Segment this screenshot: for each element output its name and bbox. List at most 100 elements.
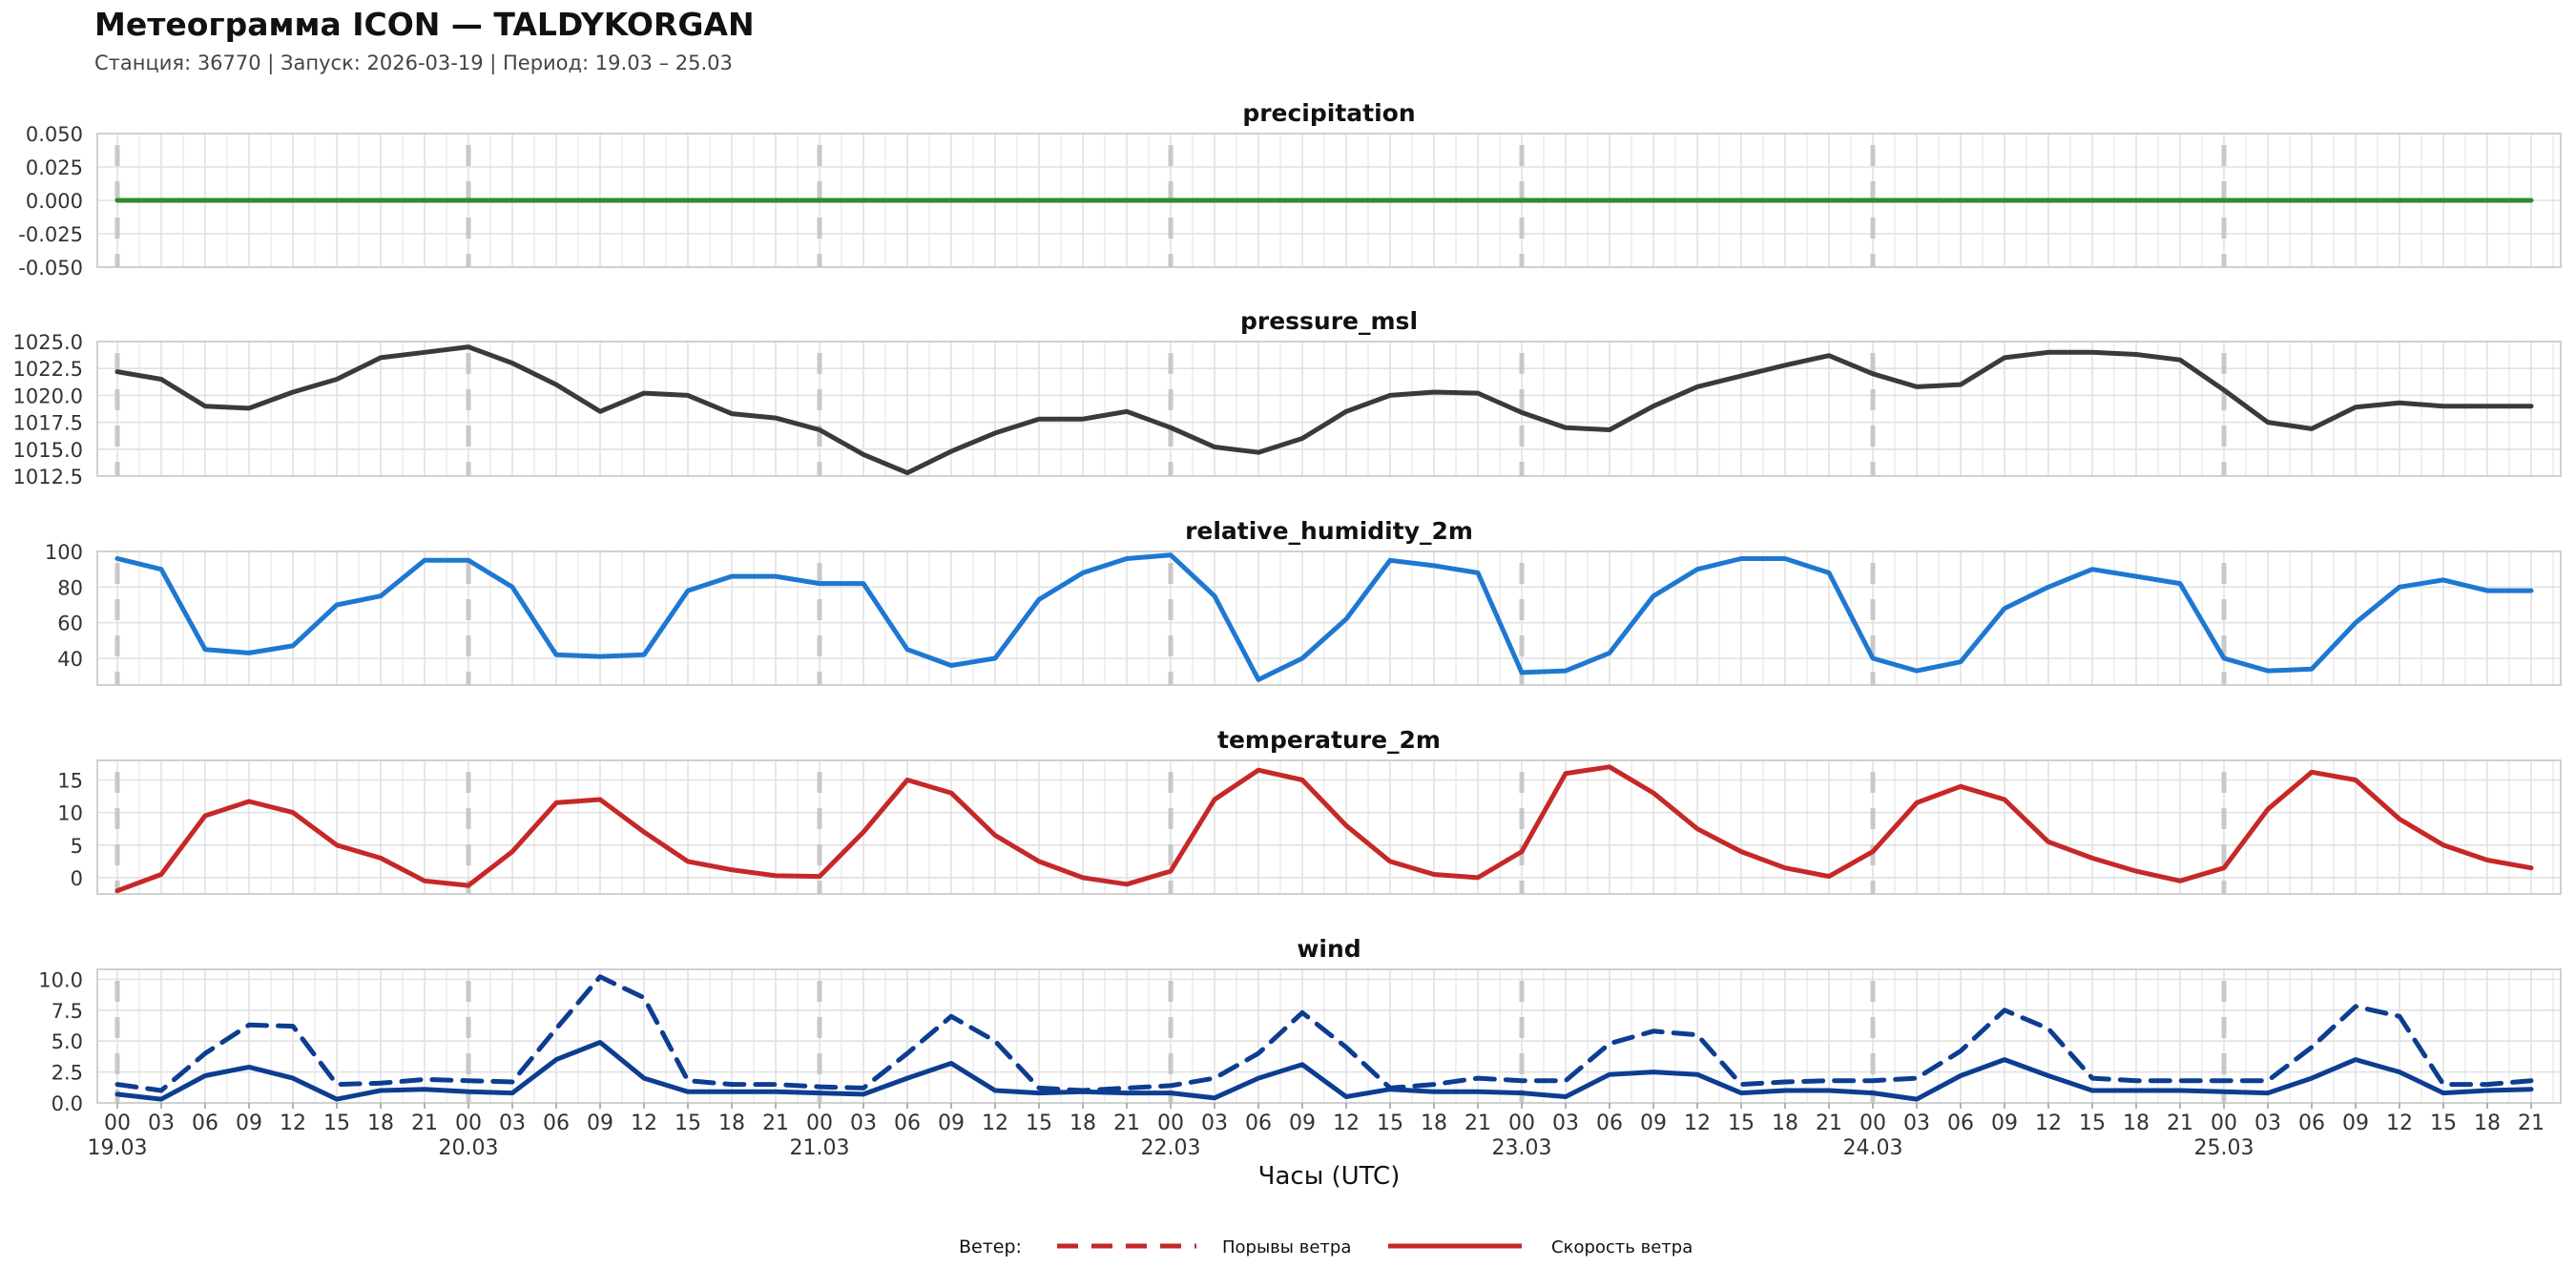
y-tick-label: 15 — [57, 769, 83, 792]
panel-title-temperature_2m: temperature_2m — [1217, 726, 1441, 754]
series-line-pressure_msl — [114, 344, 2534, 476]
y-tick-label: 5 — [71, 835, 83, 858]
x-tick-label: 18 — [367, 1111, 394, 1135]
y-tick-label: 10.0 — [38, 968, 83, 991]
x-date-label: 21.03 — [790, 1136, 850, 1160]
x-tick-label: 12 — [1684, 1111, 1711, 1135]
y-tick-label: 1017.5 — [13, 412, 83, 435]
x-tick-label: 21 — [411, 1111, 438, 1135]
x-tick-label: 00 — [1508, 1111, 1535, 1135]
x-date-label: 24.03 — [1843, 1136, 1903, 1160]
y-tick-label: -0.050 — [18, 257, 83, 280]
y-tick-label: 40 — [57, 648, 83, 671]
x-date-label: 25.03 — [2194, 1136, 2254, 1160]
y-tick-label: 0 — [71, 867, 83, 890]
x-tick-label: 09 — [1640, 1111, 1667, 1135]
x-tick-label: 06 — [1596, 1111, 1623, 1135]
x-tick-label: 03 — [148, 1111, 175, 1135]
y-tick-label: 0.0 — [52, 1092, 83, 1115]
panel-title-relative_humidity_2m: relative_humidity_2m — [1185, 517, 1473, 545]
y-tick-label: 100 — [45, 541, 83, 564]
panel-title-pressure_msl: pressure_msl — [1240, 307, 1418, 335]
x-tick-label: 09 — [236, 1111, 262, 1135]
x-tick-label: 21 — [1816, 1111, 1842, 1135]
x-tick-label: 09 — [1991, 1111, 2018, 1135]
y-tick-label: 2.5 — [52, 1062, 83, 1085]
x-tick-label: 06 — [2298, 1111, 2325, 1135]
panel-title-precipitation: precipitation — [1242, 99, 1415, 127]
x-tick-label: 00 — [1157, 1111, 1184, 1135]
y-tick-label: 1015.0 — [13, 439, 83, 462]
x-tick-label: 15 — [2430, 1111, 2457, 1135]
x-tick-label: 12 — [2035, 1111, 2062, 1135]
x-tick-label: 09 — [587, 1111, 613, 1135]
x-tick-label: 09 — [938, 1111, 965, 1135]
x-tick-label: 09 — [1289, 1111, 1316, 1135]
x-tick-label: 03 — [1201, 1111, 1228, 1135]
y-tick-label: -0.025 — [18, 223, 83, 246]
x-tick-label: 18 — [1421, 1111, 1447, 1135]
x-tick-label: 15 — [675, 1111, 701, 1135]
x-date-label: 19.03 — [88, 1136, 148, 1160]
x-tick-label: 18 — [718, 1111, 745, 1135]
legend-speed-label: Скорость ветра — [1551, 1237, 1693, 1257]
page-subtitle: Станция: 36770 | Запуск: 2026-03-19 | Пе… — [94, 52, 733, 74]
panel-frame — [96, 759, 2562, 895]
y-tick-label: 0.000 — [26, 190, 83, 213]
x-tick-label: 15 — [1026, 1111, 1052, 1135]
x-tick-label: 00 — [1859, 1111, 1886, 1135]
y-tick-label: 1020.0 — [13, 384, 83, 407]
x-tick-label: 18 — [2123, 1111, 2150, 1135]
x-tick-label: 00 — [806, 1111, 833, 1135]
x-tick-label: 18 — [2474, 1111, 2501, 1135]
legend-title: Ветер: — [959, 1236, 1022, 1257]
x-tick-label: 03 — [850, 1111, 877, 1135]
x-tick-label: 06 — [1245, 1111, 1272, 1135]
series-line-relative_humidity_2m — [114, 552, 2534, 682]
x-tick-label: 03 — [1903, 1111, 1930, 1135]
y-tick-label: 7.5 — [52, 1000, 83, 1023]
y-tick-label: 0.025 — [26, 156, 83, 179]
x-tick-label: 15 — [1377, 1111, 1403, 1135]
panel-frame — [96, 968, 2562, 1104]
x-tick-label: 00 — [455, 1111, 482, 1135]
x-date-label: 23.03 — [1492, 1136, 1552, 1160]
page-title: Метеограмма ICON — TALDYKORGAN — [94, 6, 755, 43]
x-tick-label: 12 — [280, 1111, 306, 1135]
panel-frame — [96, 341, 2562, 477]
x-tick-label: 21 — [2518, 1111, 2545, 1135]
x-tick-label: 12 — [982, 1111, 1008, 1135]
x-tick-label: 12 — [631, 1111, 657, 1135]
series-line-wind-gusts — [114, 974, 2534, 1093]
panel-frame — [96, 133, 2562, 268]
x-date-label: 22.03 — [1141, 1136, 1201, 1160]
y-tick-label: 1012.5 — [13, 466, 83, 488]
x-tick-label: 21 — [762, 1111, 789, 1135]
y-tick-label: 60 — [57, 613, 83, 635]
series-line-wind — [114, 1040, 2534, 1102]
x-tick-label: 00 — [2211, 1111, 2237, 1135]
legend-gusts-label: Порывы ветра — [1222, 1237, 1351, 1257]
x-tick-label: 18 — [1070, 1111, 1096, 1135]
x-tick-label: 21 — [1113, 1111, 1140, 1135]
y-tick-label: 0.050 — [26, 123, 83, 146]
x-tick-label: 12 — [1333, 1111, 1360, 1135]
x-tick-label: 09 — [2342, 1111, 2369, 1135]
x-tick-label: 21 — [1465, 1111, 1491, 1135]
panel-title-wind: wind — [1297, 935, 1361, 963]
x-tick-label: 06 — [543, 1111, 570, 1135]
x-tick-label: 03 — [499, 1111, 526, 1135]
x-tick-label: 00 — [104, 1111, 131, 1135]
y-tick-label: 1022.5 — [13, 358, 83, 381]
x-tick-label: 15 — [323, 1111, 350, 1135]
y-tick-label: 5.0 — [52, 1030, 83, 1053]
x-tick-label: 06 — [1947, 1111, 1974, 1135]
x-tick-label: 18 — [1772, 1111, 1798, 1135]
x-tick-label: 03 — [1552, 1111, 1579, 1135]
x-tick-label: 03 — [2254, 1111, 2281, 1135]
x-date-label: 20.03 — [439, 1136, 499, 1160]
x-tick-label: 15 — [1728, 1111, 1755, 1135]
x-tick-label: 21 — [2167, 1111, 2193, 1135]
series-line-temperature_2m — [114, 764, 2534, 894]
